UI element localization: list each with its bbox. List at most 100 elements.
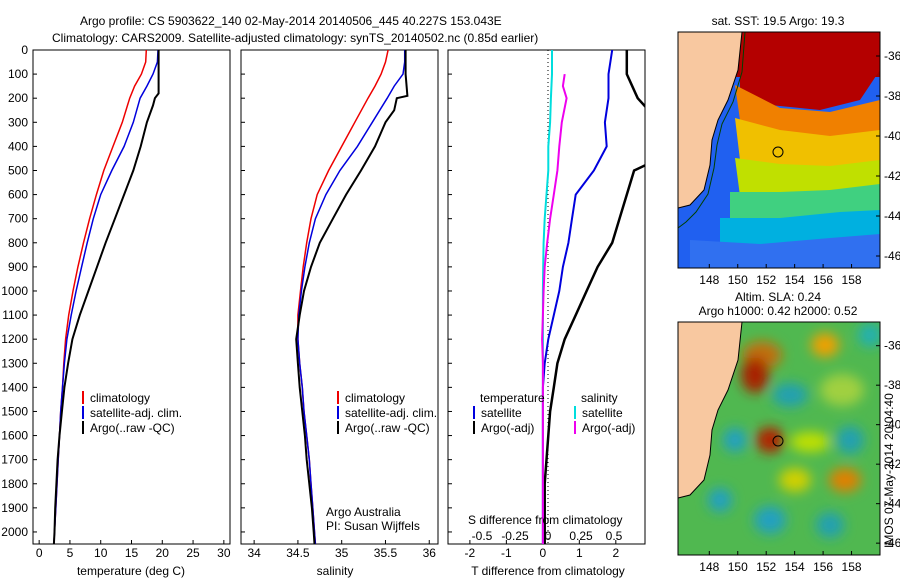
depth-tick-label: 200 — [8, 91, 28, 105]
x-tick-label: 34.5 — [286, 546, 310, 560]
lat-tick-label: -46 — [884, 249, 900, 263]
lat-tick-label: -38 — [884, 89, 900, 103]
x-tick-label: 36 — [423, 546, 437, 560]
depth-tick-label: 900 — [8, 260, 28, 274]
difference-panel-frame — [447, 49, 646, 545]
t-diff-argo-line — [543, 50, 645, 544]
s-tick-label: 0.5 — [606, 529, 623, 543]
x-tick-label: 35 — [335, 546, 349, 560]
legend-climatology-label: climatology — [345, 391, 405, 405]
s-tick-label: 0.25 — [569, 529, 593, 543]
temperature-panel-frame — [32, 49, 231, 545]
depth-tick-label: 1000 — [1, 284, 28, 298]
salinity-panel-frame — [240, 49, 439, 545]
lon-tick-label: 148 — [699, 560, 719, 574]
lat-tick-label: -44 — [884, 209, 900, 223]
s-tick-label: 0 — [545, 529, 552, 543]
credit-pi: PI: Susan Wijffels — [326, 519, 420, 533]
depth-tick-label: 1800 — [1, 477, 28, 491]
legend-t-satellite-label: satellite — [481, 406, 522, 420]
x-tick-label: 0 — [540, 546, 547, 560]
lon-tick-label: 154 — [785, 273, 805, 287]
s-difference-label: S difference from climatology — [468, 513, 623, 527]
legend-salinity-head: salinity — [581, 391, 618, 405]
lon-tick-label: 150 — [728, 273, 748, 287]
legend-climatology-label: climatology — [90, 391, 150, 405]
temperature-satellite-adj-line — [53, 50, 159, 544]
depth-tick-label: 700 — [8, 212, 28, 226]
sla-map-title: Altim. SLA: 0.24 — [735, 290, 821, 304]
sla-map — [678, 322, 880, 555]
x-tick-label: 30 — [217, 546, 231, 560]
depth-tick-label: 0 — [21, 43, 28, 57]
depth-tick-label: 500 — [8, 163, 28, 177]
difference-profile-lines — [541, 50, 645, 544]
x-tick-label: -1 — [501, 546, 512, 560]
legend-temperature-head: temperature — [480, 391, 545, 405]
x-tick-label: 20 — [156, 546, 170, 560]
legend-s-argo-label: Argo(-adj) — [582, 421, 635, 435]
x-tick-label: 15 — [125, 546, 139, 560]
difference-x-ticks: -2 -1 0 1 2 -0.5 -0.25 0 0.25 0.5 — [465, 529, 623, 560]
depth-tick-label: 800 — [8, 236, 28, 250]
lon-tick-label: 158 — [842, 560, 862, 574]
x-tick-label: 0 — [36, 546, 43, 560]
salinity-legend: climatology satellite-adj. clim. Argo(..… — [337, 391, 437, 435]
depth-tick-label: 1400 — [1, 380, 28, 394]
depth-tick-label: 1100 — [2, 308, 28, 322]
x-tick-label: 2 — [612, 546, 619, 560]
depth-tick-label: 1500 — [1, 404, 28, 418]
temperature-argo-line — [52, 50, 160, 544]
sst-map — [678, 32, 880, 268]
lat-tick-label: -40 — [884, 129, 900, 143]
legend-argo-label: Argo(..raw -QC) — [345, 421, 430, 435]
lon-tick-label: 156 — [813, 560, 833, 574]
salinity-argo-line — [295, 50, 409, 544]
lon-tick-label: 150 — [728, 560, 748, 574]
lon-tick-label: 148 — [699, 273, 719, 287]
sla-map-lat-ticks: -36 -38 -40 -42 -44 -46 — [876, 339, 900, 550]
x-tick-label: 35.5 — [374, 546, 398, 560]
header-title-line1: Argo profile: CS 5903622_140 02-May-2014… — [80, 14, 502, 28]
lat-tick-label: -42 — [884, 169, 900, 183]
sla-map-subtitle: Argo h1000: 0.42 h2000: 0.52 — [699, 304, 858, 318]
t-diff-satellite-line — [541, 50, 614, 544]
lat-tick-label: -38 — [884, 378, 900, 392]
temperature-profile-lines — [52, 50, 160, 544]
temperature-legend: climatology satellite-adj. clim. Argo(..… — [82, 391, 182, 435]
salinity-climatology-line — [297, 50, 389, 544]
s-tick-label: -0.25 — [501, 529, 529, 543]
s-tick-label: -0.5 — [472, 529, 493, 543]
salinity-profile-lines — [295, 50, 409, 544]
sla-map-frame — [677, 321, 881, 556]
depth-tick-label: 100 — [8, 67, 28, 81]
salinity-x-label: salinity — [317, 564, 354, 578]
lat-tick-label: -42 — [884, 457, 900, 471]
depth-tick-label: 2000 — [1, 525, 28, 539]
depth-tick-label: 1200 — [1, 332, 28, 346]
sst-map-lon-ticks: 148 150 152 154 156 158 — [699, 264, 862, 287]
sla-map-lon-ticks: 148 150 152 154 156 158 — [699, 551, 862, 574]
legend-satellite-adj-label: satellite-adj. clim. — [90, 406, 182, 420]
sla-argo-location-marker — [772, 435, 784, 447]
lat-tick-label: -36 — [884, 49, 900, 63]
x-tick-label: -2 — [465, 546, 476, 560]
depth-tick-label: 400 — [8, 139, 28, 153]
lon-tick-label: 158 — [842, 273, 862, 287]
legend-argo-label: Argo(..raw -QC) — [90, 421, 175, 435]
s-diff-argo-line — [541, 73, 568, 544]
lon-tick-label: 152 — [756, 273, 776, 287]
depth-tick-label: 300 — [8, 115, 28, 129]
lon-tick-label: 156 — [813, 273, 833, 287]
x-tick-label: 34 — [247, 546, 261, 560]
lat-tick-label: -36 — [884, 339, 900, 353]
depth-tick-label: 1300 — [1, 356, 28, 370]
header-title-line2: Climatology: CARS2009. Satellite-adjuste… — [52, 31, 538, 45]
legend-t-argo-label: Argo(-adj) — [481, 421, 534, 435]
credit-argo-australia: Argo Australia — [326, 505, 401, 519]
salinity-satellite-adj-line — [297, 50, 406, 544]
x-tick-label: 10 — [94, 546, 108, 560]
legend-s-satellite-label: satellite — [582, 406, 623, 420]
temperature-x-ticks: 0 5 10 15 20 25 30 — [36, 540, 231, 560]
